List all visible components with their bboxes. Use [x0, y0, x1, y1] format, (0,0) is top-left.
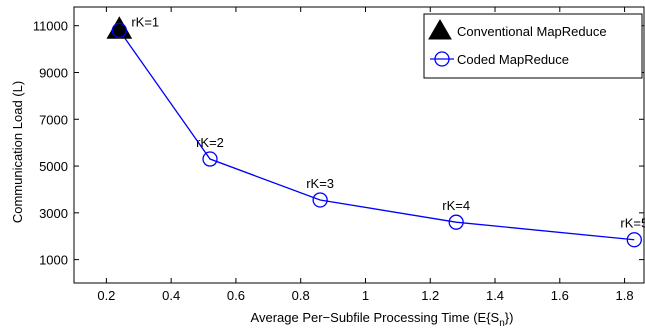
y-tick-label: 11000 [33, 19, 68, 34]
coded-mapreduce-marker [448, 214, 464, 230]
coded-mapreduce-marker [111, 22, 127, 39]
series [106, 16, 642, 248]
point-label: rK=4 [442, 198, 470, 213]
x-axis-label: Average Per−Subfile Processing Time (E{S… [251, 310, 514, 329]
x-tick-label: 1.4 [486, 288, 504, 303]
point-label: rK=2 [196, 135, 224, 150]
x-tick-label: 0.2 [97, 288, 115, 303]
point-labels: rK=1 rK=2 rK=3 rK=4 rK=5 [131, 14, 645, 230]
point-label: rK=3 [306, 176, 334, 191]
x-tick-label: 1.8 [616, 288, 634, 303]
legend: Conventional MapReduce Coded MapReduce [423, 13, 643, 79]
y-tick-label: 7000 [39, 112, 68, 127]
legend-circle-icon [434, 51, 450, 67]
coded-mapreduce-marker [312, 192, 328, 208]
coded-mapreduce-marker [626, 232, 642, 248]
coded-mapreduce-line [118, 30, 635, 241]
x-tick-label: 0.4 [162, 288, 180, 303]
ticks: 0.2 0.4 0.6 0.8 1 1.2 1.4 1.6 1.8 1000 3000 5000 700… [33, 7, 644, 303]
y-tick-label: 3000 [39, 206, 68, 221]
point-label: rK=1 [131, 14, 159, 29]
y-tick-label: 1000 [39, 253, 68, 268]
point-label: rK=5 [620, 216, 645, 231]
coded-mapreduce-marker [202, 151, 218, 167]
x-tick-label: 1.6 [551, 288, 569, 303]
x-tick-label: 1.2 [421, 288, 439, 303]
y-tick-label: 5000 [39, 159, 68, 174]
legend-label-conventional: Conventional MapReduce [457, 24, 607, 39]
y-axis-label: Communication Load (L) [10, 81, 25, 223]
x-tick-label: 1 [362, 288, 369, 303]
legend-label-coded: Coded MapReduce [457, 52, 569, 67]
y-tick-label: 9000 [39, 65, 68, 80]
x-tick-label: 0.8 [292, 288, 310, 303]
legend-box [423, 13, 643, 79]
legend-triangle-icon [428, 19, 452, 40]
x-tick-label: 0.6 [227, 288, 245, 303]
